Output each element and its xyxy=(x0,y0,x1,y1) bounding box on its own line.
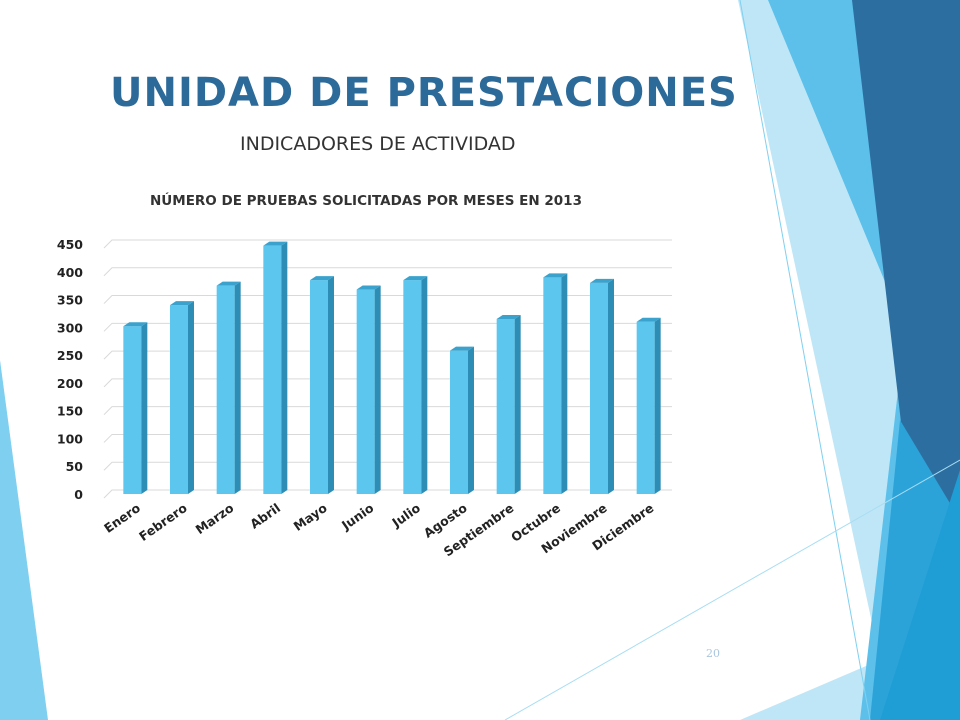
bar-front xyxy=(403,280,422,494)
bar-junio xyxy=(356,285,381,494)
bar-side xyxy=(514,315,521,494)
bar-top xyxy=(216,281,241,286)
y-tick-label: 0 xyxy=(74,487,83,502)
bar-side xyxy=(654,317,661,494)
gridline xyxy=(103,267,672,277)
gridline xyxy=(103,350,672,360)
bar-diciembre xyxy=(636,317,661,494)
x-tick-label: Mayo xyxy=(291,500,330,534)
bar-front xyxy=(543,277,562,494)
bar-top xyxy=(590,278,614,283)
chart-bars xyxy=(123,241,661,494)
slide-title: UNIDAD DE PRESTACIONES xyxy=(110,70,738,116)
bar-front xyxy=(496,319,515,494)
decor-line-2 xyxy=(504,459,960,720)
bar-top xyxy=(403,276,428,281)
bar-side xyxy=(421,276,428,494)
gridline xyxy=(103,461,672,471)
y-tick-label: 100 xyxy=(57,431,83,446)
x-tick-label: Marzo xyxy=(193,500,237,537)
bar-side xyxy=(374,285,381,494)
decor-line-1 xyxy=(739,0,871,720)
bar-front xyxy=(310,280,328,494)
bar-front xyxy=(450,350,468,494)
gridline xyxy=(103,489,672,499)
bar-top xyxy=(356,285,381,290)
y-tick-label: 200 xyxy=(57,376,83,391)
bar-top xyxy=(310,276,334,281)
y-tick-label: 300 xyxy=(57,320,83,335)
bar-top xyxy=(170,301,194,306)
bar-front xyxy=(263,245,282,494)
gridline xyxy=(103,406,672,416)
bar-top xyxy=(263,241,288,246)
y-axis-ticks: 0 50 100 150 200 250 300 350 400 450 xyxy=(57,237,83,502)
gridline xyxy=(103,322,672,332)
gridline xyxy=(103,378,672,388)
bar-front xyxy=(216,285,235,494)
chart-title: NÚMERO DE PRUEBAS SOLICITADAS POR MESES … xyxy=(150,191,582,209)
bar-mayo xyxy=(310,276,334,494)
y-tick-label: 400 xyxy=(57,265,83,280)
y-tick-label: 350 xyxy=(57,293,83,308)
slide-subtitle: INDICADORES DE ACTIVIDAD xyxy=(240,133,516,155)
gridline xyxy=(103,239,672,249)
gridline xyxy=(103,295,672,304)
y-tick-label: 250 xyxy=(57,348,83,363)
x-tick-label: Junio xyxy=(338,500,377,533)
bar-octubre xyxy=(543,273,568,494)
x-tick-label: Julio xyxy=(388,500,423,531)
bar-julio xyxy=(403,276,428,494)
bar-top xyxy=(636,317,661,322)
bar-top xyxy=(543,273,568,278)
bar-side xyxy=(468,346,474,494)
chart-gridlines xyxy=(103,239,672,499)
bar-noviembre xyxy=(590,278,614,494)
y-tick-label: 50 xyxy=(66,459,84,474)
bar-top xyxy=(123,322,148,327)
bar-side xyxy=(281,241,288,494)
slide-number: 20 xyxy=(706,647,720,660)
bar-febrero xyxy=(170,301,194,494)
y-tick-label: 150 xyxy=(57,404,83,419)
bar-side xyxy=(608,278,614,494)
bar-side xyxy=(188,301,194,494)
x-tick-label: Abril xyxy=(247,500,283,531)
bar-front xyxy=(170,305,188,494)
bar-agosto xyxy=(450,346,474,494)
bar-enero xyxy=(123,322,148,494)
bar-front xyxy=(356,289,375,494)
bottom-right-shard xyxy=(880,470,960,720)
bar-side xyxy=(328,276,334,494)
bar-side xyxy=(561,273,568,494)
bar-front xyxy=(590,282,608,494)
bar-front xyxy=(123,326,142,494)
bar-septiembre xyxy=(496,315,521,494)
bar-top xyxy=(496,315,521,319)
bar-side xyxy=(234,281,241,494)
bar-side xyxy=(141,322,148,494)
bar-top xyxy=(450,346,474,351)
gridline xyxy=(103,433,672,443)
x-tick-label: Febrero xyxy=(136,500,190,544)
left-accent-triangle xyxy=(0,360,48,720)
bar-front xyxy=(636,321,655,494)
bar-marzo xyxy=(216,281,241,494)
y-tick-label: 450 xyxy=(57,237,83,252)
bar-abril xyxy=(263,241,288,494)
